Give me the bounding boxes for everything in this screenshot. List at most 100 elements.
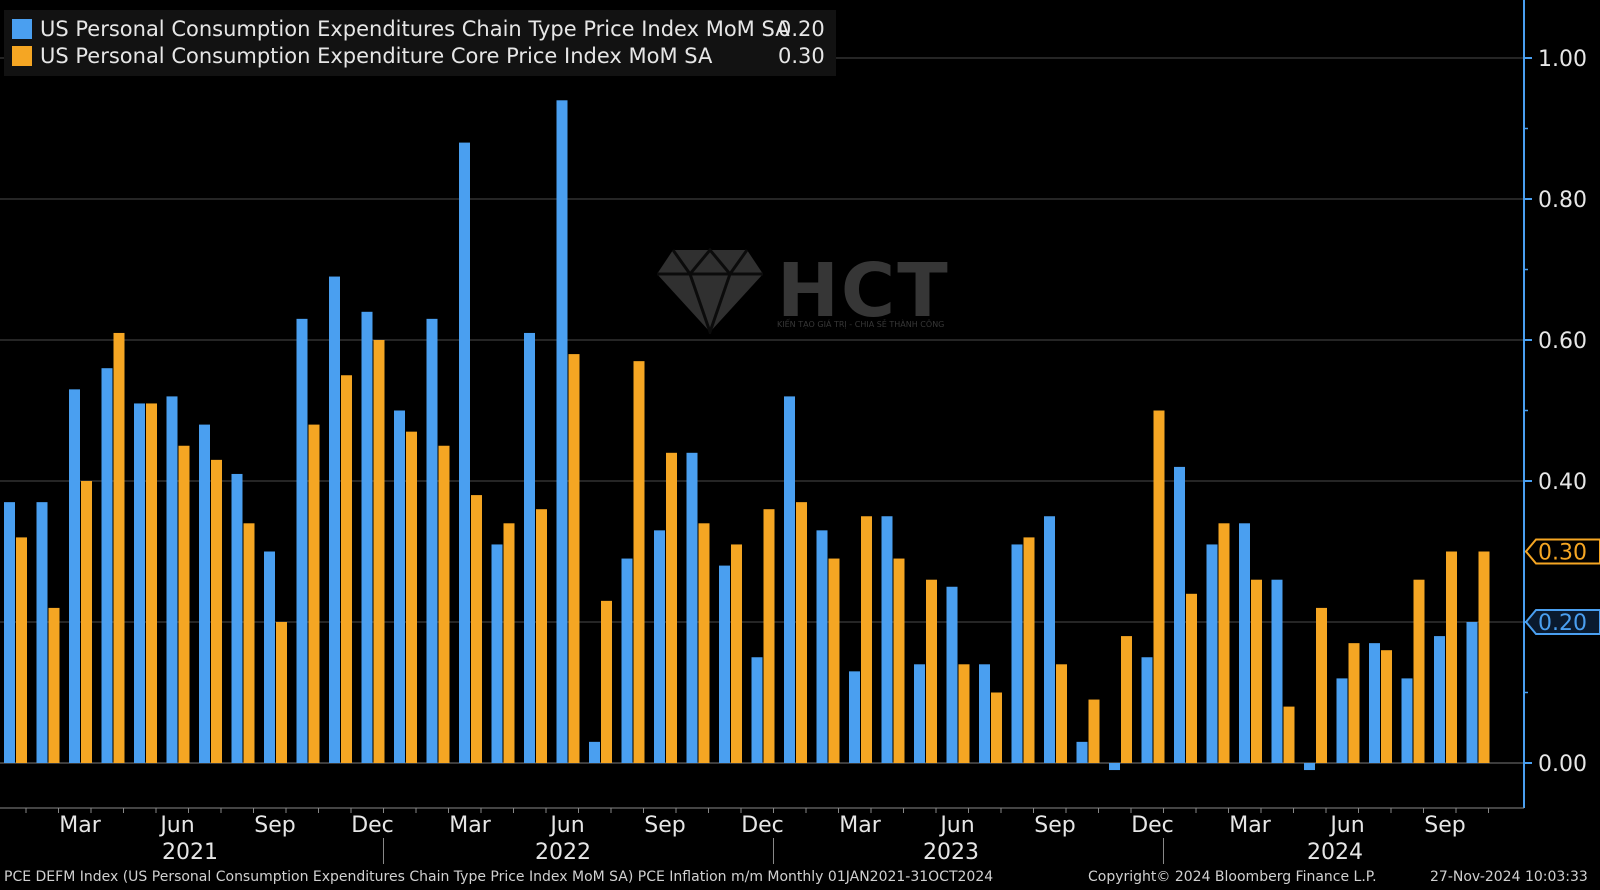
x-month-label: Sep bbox=[644, 813, 685, 838]
bar-core bbox=[861, 516, 872, 763]
bar-core bbox=[536, 509, 547, 763]
bar-core bbox=[1186, 593, 1197, 763]
footer-timestamp: 27-Nov-2024 10:03:33 bbox=[1430, 869, 1588, 885]
y-tick-label: 0.80 bbox=[1538, 188, 1587, 213]
bar-core bbox=[666, 452, 677, 763]
x-month-label: Dec bbox=[1131, 813, 1174, 838]
bar-core bbox=[373, 340, 385, 763]
bar-pce bbox=[524, 332, 535, 763]
bar-pce bbox=[946, 586, 958, 763]
bar-pce bbox=[1076, 741, 1088, 763]
bar-pce bbox=[686, 452, 698, 763]
bar-core bbox=[1121, 636, 1132, 763]
bar-core bbox=[1446, 551, 1457, 763]
bar-core bbox=[1316, 607, 1327, 763]
bar-core bbox=[48, 607, 60, 763]
bar-pce bbox=[426, 318, 438, 763]
x-month-label: Mar bbox=[839, 813, 881, 838]
footer-source: PCE DEFM Index (US Personal Consumption … bbox=[4, 869, 994, 885]
bar-core bbox=[178, 445, 190, 763]
bar-pce bbox=[296, 318, 308, 763]
bar-core bbox=[1218, 523, 1230, 763]
bar-core bbox=[601, 600, 612, 763]
bar-pce bbox=[166, 396, 178, 763]
bar-pce bbox=[589, 741, 600, 763]
bar-pce bbox=[1044, 516, 1055, 763]
bar-pce bbox=[1239, 523, 1250, 763]
legend-value-pce: 0.20 bbox=[778, 17, 825, 41]
bar-core bbox=[113, 332, 125, 763]
bar-pce bbox=[491, 544, 503, 763]
y-tick-label: 1.00 bbox=[1538, 47, 1587, 72]
bar-core bbox=[1153, 410, 1165, 763]
bar-pce bbox=[264, 551, 275, 763]
bar-core bbox=[958, 664, 970, 763]
bar-core bbox=[926, 579, 937, 763]
bar-core bbox=[438, 445, 450, 763]
x-year-label: 2023 bbox=[923, 840, 979, 865]
x-year-label: 2024 bbox=[1307, 840, 1363, 865]
legend: US Personal Consumption Expenditures Cha… bbox=[4, 10, 836, 76]
bar-core bbox=[406, 431, 417, 763]
bar-core bbox=[341, 375, 352, 763]
bar-pce bbox=[979, 664, 990, 763]
bar-pce bbox=[101, 368, 113, 763]
bar-pce bbox=[1271, 579, 1283, 763]
bar-pce bbox=[784, 396, 795, 763]
last-value-tags: 0.30 0.20 bbox=[1524, 538, 1600, 636]
x-year-label: 2022 bbox=[535, 840, 591, 865]
bar-core bbox=[1478, 551, 1490, 763]
y-axis: 0.00 0.20 0.40 0.60 0.80 1.00 bbox=[1523, 0, 1587, 808]
x-month-label: Sep bbox=[1034, 813, 1075, 838]
x-month-label: Mar bbox=[1229, 813, 1271, 838]
bar-pce bbox=[1466, 622, 1478, 763]
bar-core bbox=[503, 523, 515, 763]
bar-core bbox=[1056, 664, 1067, 763]
x-month-label: Mar bbox=[59, 813, 101, 838]
legend-item-pce: US Personal Consumption Expenditures Cha… bbox=[12, 16, 790, 42]
bar-pce bbox=[849, 671, 860, 763]
bar-pce bbox=[4, 502, 15, 763]
legend-item-core: US Personal Consumption Expenditure Core… bbox=[12, 43, 712, 69]
bar-pce bbox=[556, 100, 568, 764]
bar-core bbox=[1088, 699, 1100, 763]
bar-core bbox=[1283, 706, 1295, 763]
bar-core bbox=[308, 424, 320, 763]
last-value-tag bbox=[1524, 609, 1600, 635]
last-value-tag bbox=[1524, 538, 1600, 565]
watermark-text: HCT bbox=[777, 248, 950, 334]
bar-core bbox=[828, 558, 840, 763]
legend-swatch-core bbox=[12, 46, 32, 66]
bar-core bbox=[893, 558, 905, 763]
x-month-label: Jun bbox=[1328, 813, 1364, 838]
bar-pce bbox=[231, 473, 243, 763]
legend-value-core: 0.30 bbox=[778, 44, 825, 68]
bar-core bbox=[633, 361, 645, 763]
x-year-label: 2021 bbox=[162, 840, 218, 865]
y-tick-label: 0.40 bbox=[1538, 470, 1587, 495]
legend-label-core: US Personal Consumption Expenditure Core… bbox=[40, 44, 713, 68]
bar-pce bbox=[394, 410, 405, 763]
bar-pce bbox=[69, 389, 80, 763]
y-tick-label: 0.00 bbox=[1538, 752, 1587, 777]
bar-core bbox=[146, 403, 157, 763]
bars bbox=[4, 100, 1490, 771]
last-value-tag-label: 0.30 bbox=[1538, 541, 1587, 566]
x-axis: Mar Jun Sep Dec Mar Jun Sep Dec Mar Jun Sep Dec Mar J… bbox=[0, 807, 1524, 865]
bar-pce bbox=[654, 530, 665, 763]
y-tick-label: 0.60 bbox=[1538, 329, 1587, 354]
x-month-label: Jun bbox=[158, 813, 194, 838]
footer: PCE DEFM Index (US Personal Consumption … bbox=[0, 866, 1600, 890]
bar-pce bbox=[1174, 466, 1185, 763]
bar-pce bbox=[719, 565, 730, 763]
bar-pce bbox=[1109, 763, 1120, 771]
bar-core bbox=[1023, 537, 1035, 763]
x-month-label: Dec bbox=[351, 813, 394, 838]
bar-pce bbox=[751, 657, 763, 763]
bar-core bbox=[1413, 579, 1425, 763]
bar-pce bbox=[1434, 636, 1445, 763]
bar-core bbox=[1251, 579, 1262, 763]
bar-core bbox=[763, 509, 775, 763]
bar-core bbox=[796, 502, 807, 763]
